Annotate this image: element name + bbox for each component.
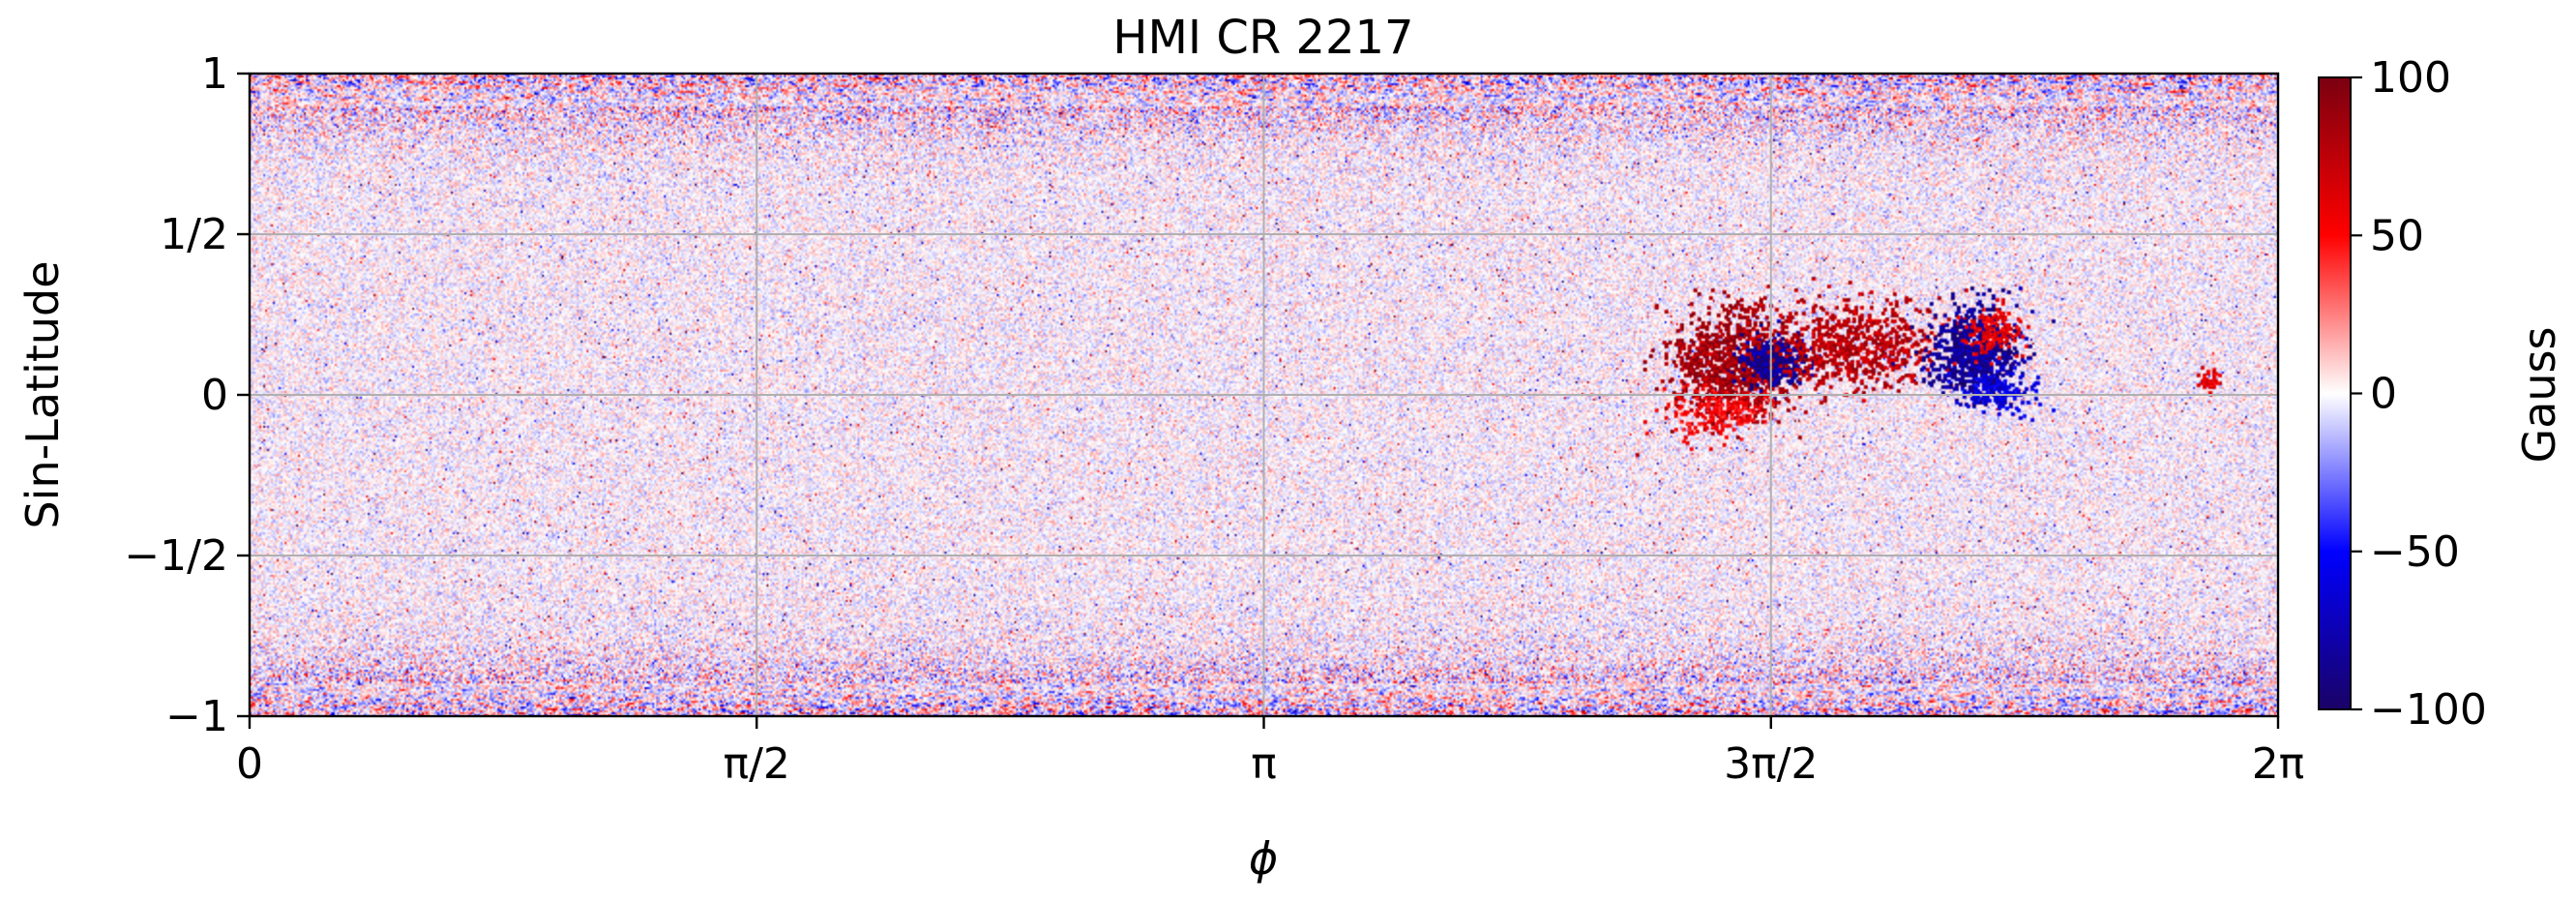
colorbar-tick-label: 100: [2370, 53, 2451, 103]
x-tick-label: 3π/2: [1724, 739, 1818, 789]
colorbar: 100 50 0 −50 −100: [2318, 53, 2487, 735]
x-tick-label: 0: [236, 739, 263, 789]
y-axis-label: Sin-Latitude: [16, 260, 69, 528]
colorbar-label: Gauss: [2513, 327, 2565, 464]
y-tick-label: 0: [201, 371, 228, 420]
x-tick-label: π: [1251, 739, 1277, 789]
y-axis: 1 1/2 0 −1/2 −1: [124, 49, 250, 741]
chart-title: HMI CR 2217: [1112, 11, 1413, 65]
x-axis: 0 π/2 π 3π/2 2π: [236, 716, 2304, 789]
colorbar-tick-label: 0: [2370, 370, 2397, 419]
y-tick-label: −1/2: [124, 531, 228, 581]
x-tick-label: 2π: [2252, 739, 2304, 789]
colorbar-tick-label: 50: [2370, 211, 2424, 260]
plot-area: [248, 72, 2280, 718]
grid-lines: [250, 74, 2278, 716]
colorbar-tick-label: −50: [2370, 527, 2460, 577]
y-tick-label: 1: [201, 49, 228, 99]
y-tick-label: 1/2: [160, 210, 228, 259]
y-tick-label: −1: [165, 692, 228, 741]
x-tick-label: π/2: [724, 739, 790, 789]
colorbar-ticks: 100 50 0 −50 −100: [2351, 53, 2487, 735]
colorbar-fill: [2319, 77, 2351, 709]
colorbar-tick-label: −100: [2370, 685, 2487, 735]
x-axis-label: ϕ: [1249, 832, 1278, 885]
